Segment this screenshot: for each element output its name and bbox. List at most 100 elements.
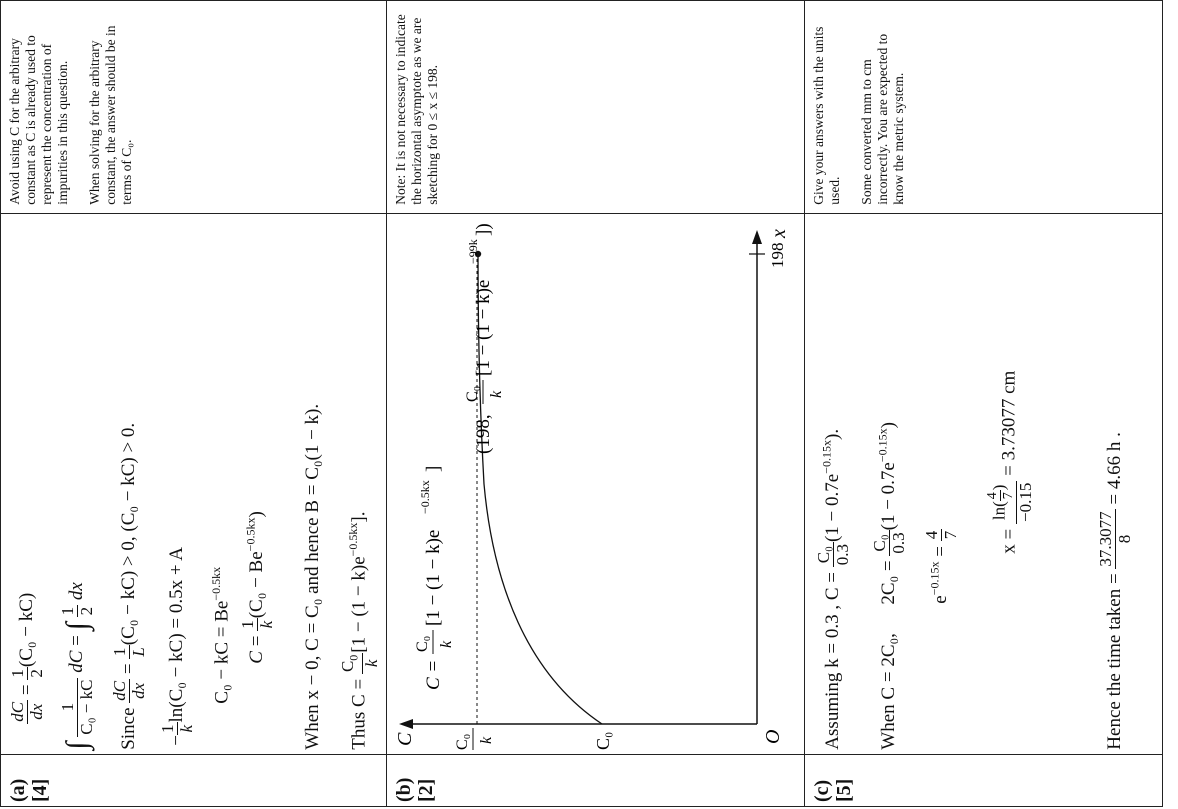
curve-eq-rest: [1 − (1 − k)e [423,529,444,625]
asymptote-den: k [478,736,495,744]
part-c-x-line: x = ln(4 7) −0.15 = 3.73077 cm [985,371,1035,554]
part-c-exp-num: 4 [922,528,942,542]
part-c-assume-line: Assuming k = 0.3 , C = C₀ 0.3 (1 − 0.7e−0.… [814,428,852,750]
part-c-assume-text: Assuming k = 0.3 , C = [821,572,843,750]
part-c-marks: [5] [833,778,855,802]
part-a-ln-rest: ln(C₀ − kC) = 0.5x + A [165,546,187,723]
part-c-label-cell: (c) [5] [804,754,1163,807]
part-c-assume-power: −0.15x [819,440,834,474]
endpoint-end: ]) [473,223,494,236]
part-c-x-ln: ln( [989,501,1009,521]
endpoint-pre: (198, [473,414,494,454]
part-a-row: (a) [4] dC dx = 1 2 (C₀ − kC) ∫ 1 C₀ − kC dC… [0,0,387,807]
endpoint-power: −99k [466,239,480,264]
endpoint-rest: [1 − (1 − k)e [473,279,494,375]
part-c-when-power: −0.15x [875,428,890,463]
part-a-sep-dx: dx [65,582,87,601]
part-a-exp-power: −0.5kx [209,566,223,601]
part-c-exp-power: −0.15x [927,561,942,596]
part-a-de-line: dC dx = 1 2 (C₀ − kC) [8,592,46,724]
part-c-x-inner-num: 4 [985,490,1001,502]
part-a-thus-end: ]. [348,511,370,523]
part-c-x-close: ) [989,484,1009,491]
curve-eq-num: C₀ [414,635,431,651]
part-c-x-inner-den: 7 [1001,492,1016,500]
part-a-thus-line: Thus C = C0 k [1 − (1 − k)e−0.5kx]. [338,511,382,750]
part-c-assume-rest: (1 − 0.7e [821,473,843,543]
part-a-c-rest: (C₀ − Be [245,551,267,619]
part-c-row: (c) [5] Assuming k = 0.3 , C = C₀ 0.3 (1 −… [804,0,1163,807]
part-c-time-line: Hence the time taken = 37.3077 8 = 4.66 h… [1096,432,1134,750]
part-c-x-result: = 3.73077 cm [998,370,1020,476]
part-c-exp-lhs: e [929,595,951,604]
part-c-when-text: When C = 2C₀, [877,633,899,750]
part-c-when-rest: (1 − 0.7e [877,462,899,531]
part-c-assume-num: C₀ [814,542,834,568]
part-b-label: (b) [393,777,415,802]
curve-eq-lhs: C = [423,659,444,689]
part-a-since-line: Since dC dx = 1 L (C₀ − kC) > 0, (C₀ − kC) … [110,422,148,750]
curve-eq-end: ] [423,465,444,471]
y-axis-label: C [394,732,416,746]
curve-eq-power: −0.5kx [418,480,432,514]
part-c-x-den: −0.15 [1016,482,1035,522]
part-b-graph: C x O C₀ C₀ k 198 C = C₀ k [1 − (1 − k)e… [394,223,790,750]
part-c-exp-eq: = [929,546,951,557]
part-b-note-1: Note: It is not necessary to indicate th… [393,14,440,205]
curve-endpoint [474,250,482,257]
part-a-exp-line: C₀ − kC = Be−0.5kx [205,567,233,704]
endpoint-num: C₀ [464,385,481,401]
part-b-label-cell: (b) [2] [386,754,805,807]
part-a-sep-dc: dC [65,650,87,673]
part-c-working: Assuming k = 0.3 , C = C₀ 0.3 (1 − 0.7e−0.… [804,213,1163,755]
part-a-since-rest: (C₀ − kC) > 0, (C₀ − kC) > 0. [117,422,139,646]
x-axis-arrow [752,229,762,244]
x-end-label: 198 [768,242,787,268]
part-c-time-result: = 4.66 h . [1103,432,1125,505]
part-a-de-rhs: (C₀ − kC) [15,592,37,668]
part-a-note-1: Avoid using C for the arbitrary constant… [7,35,70,205]
part-c-x-lhs: x = [998,528,1020,554]
part-c-assume-end: ). [821,428,843,440]
part-a-label-cell: (a) [4] [0,754,387,807]
part-a-exp-text: C₀ − kC = Be [211,600,233,704]
part-a-thus-power: −0.5kx [346,522,361,557]
origin-label: O [762,729,784,743]
part-a-note-2: When solving for the arbitrary constant,… [87,25,134,205]
part-c-when-den: 0.3 [889,532,908,554]
part-c-when-line: When C = 2C₀, 2C₀ = C₀ 0.3 (1 − 0.7e−0.15x… [870,422,908,750]
part-a-marks: [4] [29,778,51,802]
part-c-when-end: ) [877,422,899,429]
part-c-time-den: 8 [1115,534,1134,544]
part-c-when-num: C₀ [870,530,890,556]
part-c-note-1: Give your answers with the units used. [811,26,842,205]
part-c-note-2: Some converted mm to cm incorrectly. You… [859,33,906,205]
y-intercept-label: C₀ [593,731,613,749]
part-a-thus-text: Thus C = [348,678,370,750]
part-a-label: (a) [7,778,29,802]
part-a-c-power: −0.5kx [243,517,258,552]
part-c-assume-den: 0.3 [833,544,852,566]
x-axis-label: x [768,229,790,239]
part-a-c-line: C = 1 k (C₀ − Be−0.5kx) [238,511,276,664]
part-c-when-lhs: 2C₀ = [877,560,899,605]
part-b-graph-cell: C x O C₀ C₀ k 198 C = C₀ k [1 − (1 − k)e… [386,213,805,755]
part-a-notes: Avoid using C for the arbitrary constant… [0,0,387,214]
part-c-notes: Give your answers with the units used. S… [804,0,1163,214]
part-a-since-text: Since [117,707,139,750]
part-a-sep-denominator: C₀ − kC [77,679,96,735]
part-c-label: (c) [811,779,833,802]
solution-curve [477,253,603,725]
part-b-row: (b) [2] C x O C₀ C₀ [386,0,805,807]
part-c-time-num: 37.3077 [1096,509,1116,569]
part-c-time-text: Hence the time taken = [1103,573,1125,750]
part-b-notes: Note: It is not necessary to indicate th… [386,0,805,214]
asymptote-num: C₀ [454,733,471,749]
part-a-when-line: When x − 0, C = C₀ and hence B = C₀(1 − … [302,403,323,750]
part-a-thus-rest: [1 − (1 − k)e [348,556,370,653]
